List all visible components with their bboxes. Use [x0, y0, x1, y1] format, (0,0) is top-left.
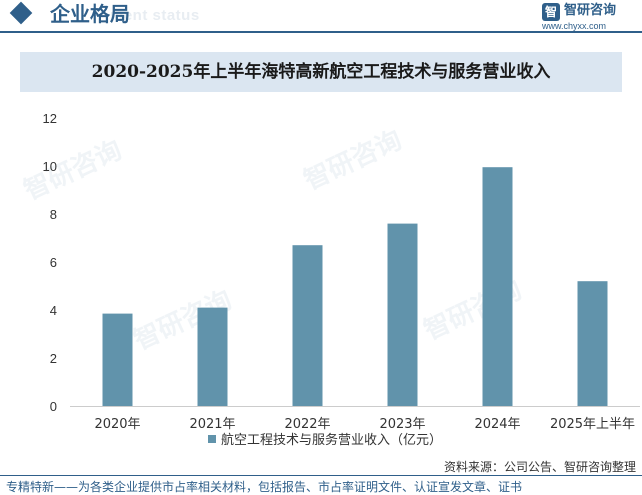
- legend-label: 航空工程技术与服务营业收入（亿元）: [221, 432, 442, 448]
- x-tick-label: 2023年: [379, 417, 425, 432]
- y-tick-label: 12: [43, 111, 57, 126]
- y-tick-label: 4: [50, 303, 57, 318]
- bar: [292, 245, 323, 406]
- bar: [482, 167, 513, 406]
- footer-divider: [0, 475, 642, 476]
- brand-logo: 智 智研咨询 www.chyxx.com: [542, 2, 632, 32]
- logo-icon: 智: [542, 3, 560, 21]
- bar: [197, 307, 228, 406]
- bar: [577, 281, 608, 406]
- x-tick-label: 2024年: [474, 417, 520, 432]
- x-tick-label: 2021年: [189, 417, 235, 432]
- y-tick-label: 2: [50, 351, 57, 366]
- chart-title-banner: 2020-2025年上半年海特高新航空工程技术与服务营业收入: [20, 52, 622, 92]
- header-bar: ment status 企业格局 智 智研咨询 www.chyxx.com: [0, 0, 642, 34]
- header-subtitle: ment status: [110, 7, 200, 24]
- x-tick-label: 2025年上半年: [550, 417, 635, 432]
- header-divider: [0, 31, 642, 33]
- x-tick-label: 2020年: [94, 417, 140, 432]
- footer-note: 专精特新——为各类企业提供市占率相关材料，包括报告、市占率证明文件、认证宣发文章…: [6, 480, 523, 494]
- y-tick-label: 0: [50, 399, 57, 414]
- bar: [102, 313, 133, 406]
- logo-url: www.chyxx.com: [542, 21, 607, 31]
- x-tick-label: 2022年: [284, 417, 330, 432]
- legend-swatch: [208, 435, 216, 443]
- logo-name: 智研咨询: [564, 3, 617, 18]
- bar: [387, 223, 418, 406]
- y-tick-label: 8: [50, 207, 57, 222]
- header-title: 企业格局: [50, 2, 130, 26]
- y-tick-label: 6: [50, 255, 57, 270]
- chart-title: 2020-2025年上半年海特高新航空工程技术与服务营业收入: [91, 62, 551, 82]
- y-tick-label: 10: [43, 159, 57, 174]
- source-text: 资料来源：公司公告、智研咨询整理: [443, 460, 636, 474]
